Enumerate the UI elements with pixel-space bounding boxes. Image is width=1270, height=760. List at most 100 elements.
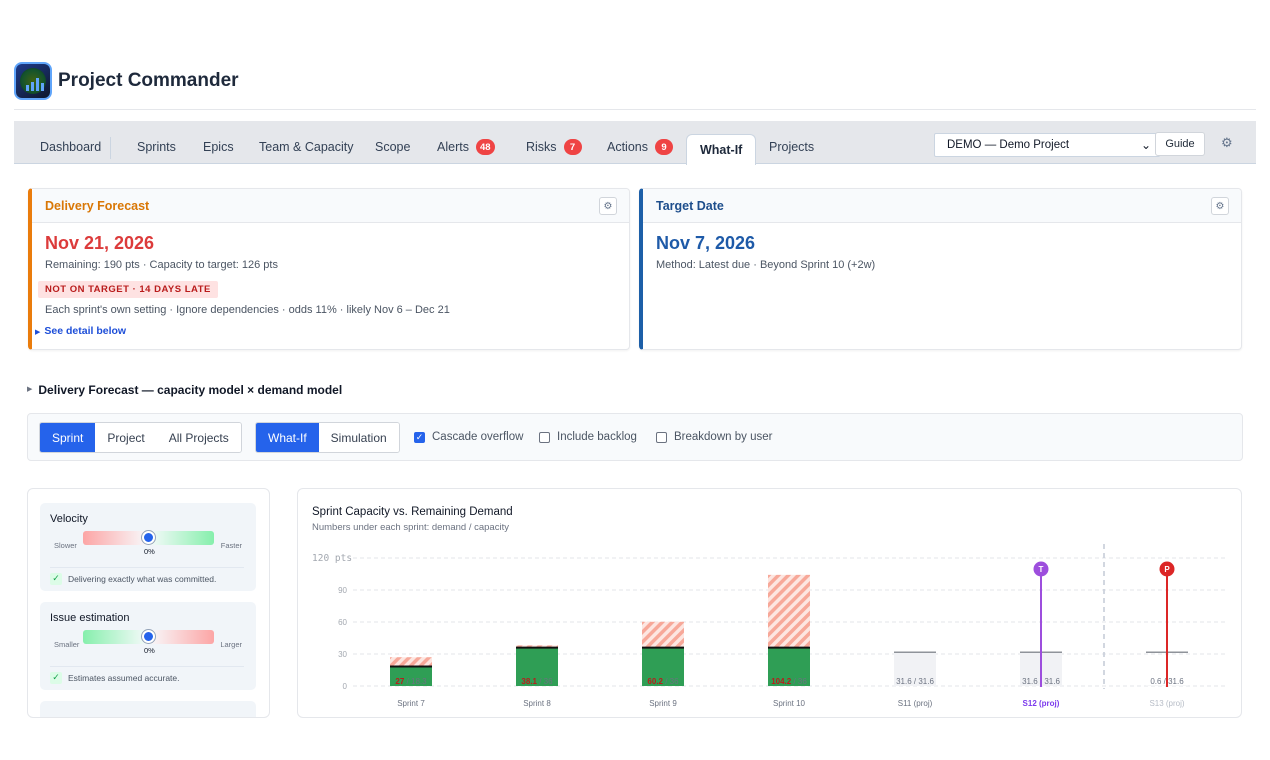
method-text: Method: Latest due · Beyond Sprint 10 (+… xyxy=(656,259,876,271)
checkbox-icon xyxy=(539,431,550,443)
card-header: Delivery Forecast ⚙ xyxy=(32,189,629,223)
issue-estimation-control: Issue estimation Smaller Larger 0% ✓ Esti… xyxy=(40,602,256,690)
tab-epics[interactable]: Epics xyxy=(203,131,234,163)
card-header: Target Date ⚙ xyxy=(643,189,1241,223)
breakdown-by-user-checkbox[interactable]: Breakdown by user xyxy=(656,431,772,443)
forecast-date: Nov 21, 2026 xyxy=(45,233,155,253)
demand-capacity-label: 104.2 / 36 xyxy=(771,677,807,686)
checkbox-icon xyxy=(656,431,667,443)
tab-what-if[interactable]: What-If xyxy=(686,134,757,165)
target-date-card: Target Date ⚙ Nov 7, 2026 Method: Latest… xyxy=(639,188,1242,350)
mode-what-if-button[interactable]: What-If xyxy=(256,423,319,452)
overflow-bar xyxy=(642,621,684,648)
y-tick-label: 120 pts xyxy=(312,553,352,564)
demand-capacity-label: 31.6 / 31.6 xyxy=(1022,677,1060,686)
capacity-chart-panel: 0 30 60 90 120 pts 27 / 18.3 Sprint 7 38.1 / 36… xyxy=(297,488,1242,718)
project-select[interactable]: DEMO — Demo Project ⌄ xyxy=(934,133,1160,157)
tab-label: What-If xyxy=(700,143,743,157)
overflow-bar xyxy=(516,645,558,648)
tab-label: Dashboard xyxy=(40,140,102,154)
slider-max-label: Larger xyxy=(220,640,242,649)
app-header: Project Commander xyxy=(14,60,1256,110)
section-title: Delivery Forecast — capacity model × dem… xyxy=(38,383,343,397)
x-tick-label: S13 (proj) xyxy=(1149,699,1184,708)
scope-sprint-button[interactable]: Sprint xyxy=(40,423,96,452)
x-tick-label: Sprint 7 xyxy=(397,699,425,708)
include-backlog-checkbox[interactable]: Include backlog xyxy=(539,431,637,443)
risks-count-badge: 7 xyxy=(563,139,582,155)
tab-label: Risks xyxy=(526,140,557,154)
control-title: Velocity xyxy=(50,513,88,525)
slider-value: 0% xyxy=(144,646,155,655)
slider-min-label: Smaller xyxy=(54,640,80,649)
tab-actions[interactable]: Actions 9 xyxy=(607,131,673,163)
projected-bar xyxy=(894,652,936,686)
gear-icon[interactable]: ⚙ xyxy=(599,197,617,215)
scope-all-projects-button[interactable]: All Projects xyxy=(156,423,241,452)
checkbox-checked-icon: ✓ xyxy=(414,431,425,443)
velocity-slider-handle[interactable] xyxy=(142,531,155,544)
checkbox-label: Include backlog xyxy=(557,431,637,443)
tab-dashboard[interactable]: Dashboard xyxy=(40,131,101,163)
note-text: Delivering exactly what was committed. xyxy=(68,573,217,584)
note-text: Estimates assumed accurate. xyxy=(68,672,180,683)
gear-icon[interactable]: ⚙ xyxy=(1211,197,1229,215)
chevron-down-icon: ⌄ xyxy=(1140,138,1151,152)
tab-label: Sprints xyxy=(137,140,176,154)
tab-label: Actions xyxy=(607,140,648,154)
card-title: Delivery Forecast xyxy=(45,198,150,213)
tab-bar: Dashboard Sprints Epics Team & Capacity … xyxy=(14,121,1256,165)
estimation-slider-handle[interactable] xyxy=(142,630,155,643)
scope-project-button[interactable]: Project xyxy=(95,423,157,452)
tab-risks[interactable]: Risks 7 xyxy=(526,131,582,163)
what-if-controls-panel: Velocity Slower Faster 0% ✓ Delivering ex… xyxy=(27,488,270,718)
marker-dot xyxy=(1159,561,1175,577)
demand-capacity-label: 27 / 18.3 xyxy=(395,677,427,686)
project-select-value: DEMO — Demo Project xyxy=(947,139,1070,151)
checkbox-label: Cascade overflow xyxy=(432,431,524,443)
tab-projects[interactable]: Projects xyxy=(769,131,814,163)
app-title: Project Commander xyxy=(58,69,239,91)
target-date: Nov 7, 2026 xyxy=(656,233,756,253)
velocity-control: Velocity Slower Faster 0% ✓ Delivering ex… xyxy=(40,503,256,591)
y-tick-label: 60 xyxy=(338,618,347,627)
tab-alerts[interactable]: Alerts 48 xyxy=(437,131,495,163)
check-icon: ✓ xyxy=(50,671,62,684)
mode-toggle: What-If Simulation xyxy=(255,422,400,453)
capacity-bar xyxy=(768,647,810,686)
slider-value: 0% xyxy=(144,547,155,556)
tab-team-capacity[interactable]: Team & Capacity xyxy=(259,131,353,163)
marker-label: T xyxy=(1039,565,1044,574)
velocity-note: ✓ Delivering exactly what was committed. xyxy=(50,567,244,585)
capacity-bar xyxy=(516,647,558,686)
actions-count-badge: 9 xyxy=(655,139,673,155)
next-control xyxy=(40,701,256,717)
guide-button[interactable]: Guide xyxy=(1155,132,1205,156)
tab-label: Scope xyxy=(375,140,411,154)
tab-label: Alerts xyxy=(437,140,469,154)
caret-right-icon: ▶ xyxy=(27,386,33,393)
slider-min-label: Slower xyxy=(54,541,77,550)
chart-subtitle: Numbers under each sprint: demand / capa… xyxy=(312,522,509,533)
mode-simulation-button[interactable]: Simulation xyxy=(318,423,399,452)
demand-capacity-label: 38.1 / 36 xyxy=(521,677,553,686)
scope-toggle: Sprint Project All Projects xyxy=(39,422,242,453)
marker-label: P xyxy=(1164,565,1170,574)
control-title: Issue estimation xyxy=(50,612,130,624)
tab-scope[interactable]: Scope xyxy=(375,131,410,163)
gear-icon[interactable]: ⚙ xyxy=(1221,135,1233,150)
card-title: Target Date xyxy=(656,198,724,213)
y-tick-label: 30 xyxy=(338,650,347,659)
tab-sprints[interactable]: Sprints xyxy=(137,131,176,163)
delivery-forecast-card: Delivery Forecast ⚙ Nov 21, 2026 Remaini… xyxy=(28,188,630,350)
x-tick-label: Sprint 9 xyxy=(649,699,677,708)
forecast-toolbar: Sprint Project All Projects What-If Simu… xyxy=(27,413,1243,461)
demand-capacity-label: 31.6 / 31.6 xyxy=(896,677,934,686)
x-tick-label: Sprint 8 xyxy=(523,699,551,708)
status-badge: NOT ON TARGET · 14 DAYS LATE xyxy=(38,281,218,298)
tab-divider xyxy=(110,137,111,159)
see-detail-link[interactable]: ▶ See detail below xyxy=(35,325,616,337)
cascade-overflow-checkbox[interactable]: ✓ Cascade overflow xyxy=(414,431,523,443)
forecast-section-toggle[interactable]: ▶ Delivery Forecast — capacity model × de… xyxy=(27,383,342,397)
chart-title: Sprint Capacity vs. Remaining Demand xyxy=(312,506,513,518)
